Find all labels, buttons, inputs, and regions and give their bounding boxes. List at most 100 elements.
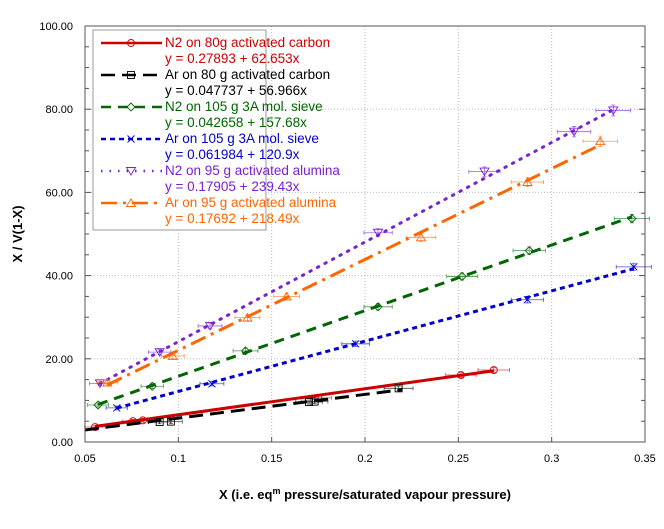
x-tick-label: 0.3 [544,453,559,465]
error-bar [510,176,544,188]
fit-line [106,143,601,387]
error-bar [595,104,631,117]
x-tick-label: 0.05 [74,453,95,465]
legend-marker [127,71,135,79]
data-point [94,379,106,389]
error-bar [468,166,501,177]
data-point [351,340,360,348]
error-bar [295,399,323,405]
y-tick-label: 0.00 [52,437,73,449]
error-bar [477,367,510,373]
error-bar [121,419,145,424]
data-point [102,377,113,387]
series-layer [84,104,652,432]
legend-marker [125,167,137,176]
data-point [167,351,179,360]
data-point [607,106,619,116]
error-bar [613,214,650,224]
data-point [522,177,533,186]
error-bar [160,352,185,359]
error-bar [446,272,478,281]
error-bar [582,135,618,147]
legend-fit-equation: y = 0.17692 + 218.49x [165,211,300,226]
x-tick-label: 0.2 [357,453,372,465]
y-tick-label: 80.00 [45,104,73,116]
error-bar [96,379,119,386]
data-point [373,302,383,312]
data-point [415,232,427,242]
data-point [372,228,384,238]
data-point [154,348,165,358]
data-point [208,379,216,388]
data-point [204,321,216,331]
legend-label: Ar on 95 g activated alumina [165,195,337,210]
legend-marker [127,135,135,143]
data-point [155,418,164,426]
data-point [166,417,175,426]
data-point [457,271,467,282]
error-bar [273,292,300,301]
data-point [242,312,253,322]
error-bar [363,303,393,311]
data-point [456,371,465,379]
x-tick-label: 0.15 [261,453,282,465]
fit-line [98,108,615,385]
error-bar [445,372,477,378]
fit-line [97,215,633,406]
error-bar [140,383,164,389]
data-point [281,291,292,301]
error-bar [383,385,414,391]
series-5 [96,135,618,387]
data-point [138,416,147,425]
legend-label: N2 on 80g activated carbon [165,35,330,50]
fit-line [94,369,495,428]
data-point [594,136,606,146]
error-bar [405,232,437,242]
legend-label: Ar on 105 g 3A mol. sieve [165,131,319,146]
legend-box [92,29,267,231]
data-point [524,246,534,256]
error-bar [232,347,259,354]
series-3 [105,262,652,412]
data-point [93,400,103,410]
data-point [568,127,580,137]
legend-fit-equation: y = 0.27893 + 62.653x [165,51,300,66]
legend-fit-equation: y = 0.042658 + 157.68x [165,115,307,130]
series-1 [84,384,414,432]
data-point [394,384,403,393]
y-tick-label: 60.00 [45,187,73,199]
x-tick-label: 0.1 [171,453,186,465]
x-tick-label: 0.25 [448,453,469,465]
error-bar [234,314,261,322]
error-bar [148,349,172,356]
data-point [112,404,121,412]
series-2 [87,213,650,410]
error-bar [512,246,546,255]
data-point [240,346,251,356]
data-point [629,263,638,271]
error-bar [197,322,223,330]
x-axis-label: X (i.e. eqm pressure/saturated vapour pr… [219,486,511,502]
error-bar [363,228,393,238]
y-tick-label: 100.00 [39,21,73,33]
legend-label: N2 on 95 g activated alumina [165,163,340,178]
y-axis-label: X / V(1-X) [10,205,25,262]
fit-line [84,388,403,432]
legend-label: N2 on 105 g 3A mol. sieve [165,99,323,114]
data-point [489,366,498,374]
error-bar [159,419,183,424]
legend-label: Ar on 80 g activated carbon [165,67,330,82]
legend-fit-equation: y = 0.047737 + 56.966x [165,83,307,98]
legend-marker [125,198,137,207]
error-bar [300,399,329,405]
data-point [523,295,532,304]
legend-marker [126,102,136,112]
error-bar [87,402,109,408]
data-point [310,397,319,406]
legend-fit-equation: y = 0.17905 + 239.43x [165,179,300,194]
data-point [479,167,490,177]
ticks: 0.05 0.1 0.15 0.2 0.25 0.3 0.35 0.00 20.00 40.00 6… [39,21,655,465]
error-bar [556,126,592,138]
